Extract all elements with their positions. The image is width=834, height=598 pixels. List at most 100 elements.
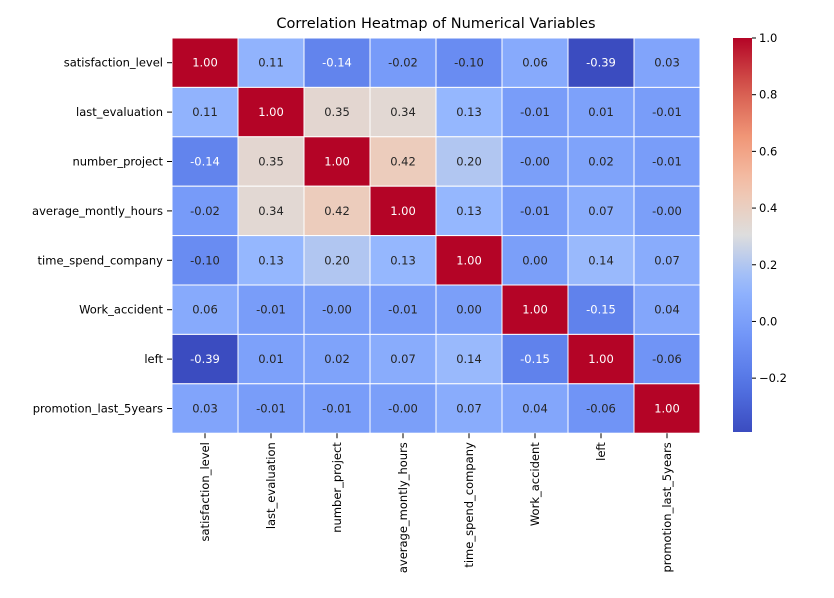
cell-annotation: -0.01 — [652, 105, 682, 119]
heatmap-cell — [369, 333, 437, 385]
y-tick-label: promotion_last_5years — [33, 402, 163, 416]
cell-annotation: 0.02 — [588, 155, 614, 169]
heatmap-cell — [567, 383, 635, 434]
cell-annotation: 0.06 — [522, 56, 548, 70]
cell-annotation: -0.01 — [256, 303, 286, 317]
heatmap-cell — [567, 185, 635, 237]
heatmap-cell — [237, 333, 305, 385]
cell-annotation: -0.00 — [388, 402, 418, 416]
cell-annotation: 0.13 — [456, 204, 482, 218]
heatmap-cell — [567, 333, 635, 385]
heatmap-cell — [369, 235, 437, 286]
x-tick-label: Work_accident — [528, 442, 542, 526]
cell-annotation: 1.00 — [258, 105, 284, 119]
colorbar-tick-label: 0.2 — [759, 258, 777, 272]
heatmap-cell — [303, 284, 371, 335]
cell-annotation: 1.00 — [390, 204, 416, 218]
cell-annotation: -0.02 — [388, 56, 418, 70]
cell-annotation: -0.00 — [652, 204, 682, 218]
heatmap-cell — [435, 37, 503, 88]
heatmap-cell — [567, 37, 635, 88]
cell-annotation: 1.00 — [324, 155, 350, 169]
heatmap-cell — [303, 383, 371, 434]
heatmap-cell — [237, 284, 305, 335]
cell-annotation: -0.39 — [190, 352, 220, 366]
x-tick-label: last_evaluation — [264, 442, 278, 529]
heatmap-cell — [303, 333, 371, 385]
cell-annotation: 0.35 — [324, 105, 350, 119]
x-tick-label: left — [594, 442, 608, 461]
y-tick-label: left — [144, 352, 163, 366]
cell-annotation: -0.00 — [520, 155, 550, 169]
heatmap-cell — [633, 185, 701, 237]
heatmap-cell — [369, 284, 437, 335]
y-tick-label: Work_accident — [79, 303, 163, 317]
cell-annotation: 0.03 — [654, 56, 680, 70]
colorbar-tick-label: −0.2 — [759, 371, 787, 385]
heatmap-cell — [567, 86, 635, 138]
cell-annotation: 0.11 — [258, 56, 284, 70]
heatmap-cell — [633, 37, 701, 88]
x-tick-label: number_project — [330, 442, 344, 533]
heatmap-cell — [171, 185, 239, 237]
heatmap-cell — [369, 185, 437, 237]
y-tick-label: satisfaction_level — [64, 56, 163, 70]
heatmap-cell — [237, 136, 305, 187]
heatmap-cell — [633, 333, 701, 385]
colorbar-tick-label: 1.0 — [759, 31, 777, 45]
cell-annotation: -0.14 — [190, 155, 220, 169]
cell-annotation: -0.02 — [190, 204, 220, 218]
cell-annotation: -0.01 — [652, 155, 682, 169]
cell-annotation: 0.06 — [192, 303, 218, 317]
cell-annotation: 0.07 — [654, 253, 680, 267]
heatmap-cell — [567, 235, 635, 286]
cell-annotation: -0.10 — [454, 56, 484, 70]
cell-annotation: 0.07 — [588, 204, 614, 218]
heatmap-cell — [501, 136, 569, 187]
x-tick-label: promotion_last_5years — [660, 442, 674, 572]
heatmap-cell — [633, 235, 701, 286]
heatmap-cell — [369, 86, 437, 138]
cell-annotation: -0.01 — [388, 303, 418, 317]
cell-annotation: 0.20 — [324, 253, 350, 267]
colorbar-tick-label: 0.4 — [759, 201, 777, 215]
cell-annotation: 0.13 — [390, 253, 416, 267]
heatmap-cell — [435, 185, 503, 237]
cell-annotation: -0.15 — [520, 352, 550, 366]
x-tick-label: satisfaction_level — [198, 442, 212, 541]
heatmap-cell — [435, 235, 503, 286]
x-tick-label: average_montly_hours — [396, 442, 410, 573]
heatmap-cell — [171, 86, 239, 138]
cell-annotation: -0.01 — [256, 402, 286, 416]
cell-annotation: 0.03 — [192, 402, 218, 416]
heatmap-cell — [237, 383, 305, 434]
heatmap-cell — [633, 136, 701, 187]
cell-annotation: 1.00 — [522, 303, 548, 317]
heatmap-cell — [303, 86, 371, 138]
cell-annotation: 0.34 — [390, 105, 416, 119]
heatmap-cell — [171, 284, 239, 335]
cell-annotation: 0.11 — [192, 105, 218, 119]
cell-annotation: 0.04 — [654, 303, 680, 317]
heatmap-cell — [501, 284, 569, 335]
cell-annotation: -0.14 — [322, 56, 352, 70]
heatmap-cell — [633, 383, 701, 434]
cell-annotation: 1.00 — [192, 56, 218, 70]
cell-annotation: -0.15 — [586, 303, 616, 317]
cell-annotation: -0.10 — [190, 253, 220, 267]
cell-annotation: 0.42 — [324, 204, 350, 218]
cell-annotation: -0.01 — [322, 402, 352, 416]
cell-annotation: -0.01 — [520, 105, 550, 119]
colorbar — [733, 38, 752, 432]
cell-annotation: 0.13 — [258, 253, 284, 267]
cell-annotation: 0.01 — [588, 105, 614, 119]
heatmap-cell — [633, 86, 701, 138]
cell-annotation: -0.01 — [520, 204, 550, 218]
cell-annotation: 0.14 — [588, 253, 614, 267]
heatmap-cell — [435, 86, 503, 138]
cell-annotation: -0.39 — [586, 56, 616, 70]
y-tick-label: number_project — [72, 155, 163, 169]
chart-title: Correlation Heatmap of Numerical Variabl… — [276, 16, 596, 32]
y-tick-label: last_evaluation — [76, 105, 163, 119]
